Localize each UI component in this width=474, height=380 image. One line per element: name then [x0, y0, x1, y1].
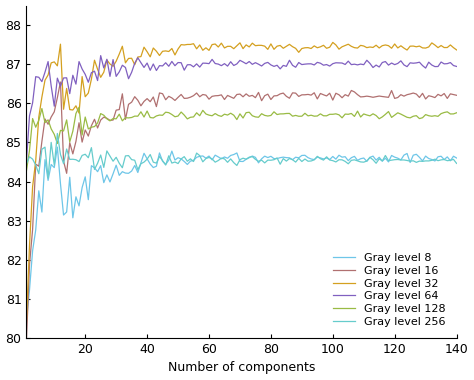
Gray level 128 [24, 169, 29, 173]
Gray level 16 [39, 139, 45, 144]
Gray level 256 [243, 157, 249, 162]
Gray level 256 [24, 162, 29, 166]
Gray level 8 [454, 156, 459, 160]
Gray level 32 [451, 45, 456, 50]
Gray level 256 [45, 176, 51, 180]
Line: Gray level 16: Gray level 16 [27, 82, 456, 341]
Gray level 32 [454, 48, 459, 52]
Gray level 16 [58, 80, 64, 84]
Gray level 128 [67, 139, 73, 144]
Gray level 128 [48, 127, 54, 131]
Gray level 64 [39, 79, 45, 84]
Gray level 32 [24, 320, 29, 325]
Gray level 8 [104, 173, 109, 177]
X-axis label: Number of components: Number of components [168, 361, 315, 374]
Legend: Gray level 8, Gray level 16, Gray level 32, Gray level 64, Gray level 128, Gray : Gray level 8, Gray level 16, Gray level … [327, 247, 451, 332]
Gray level 8 [39, 210, 45, 214]
Line: Gray level 32: Gray level 32 [27, 43, 456, 322]
Line: Gray level 8: Gray level 8 [27, 147, 456, 321]
Gray level 8 [24, 318, 29, 323]
Gray level 16 [24, 339, 29, 344]
Gray level 128 [454, 111, 459, 115]
Gray level 64 [48, 84, 54, 88]
Gray level 128 [39, 106, 45, 111]
Gray level 64 [98, 53, 103, 58]
Gray level 128 [76, 105, 82, 109]
Gray level 256 [209, 157, 215, 161]
Gray level 256 [55, 131, 60, 136]
Gray level 32 [67, 107, 73, 112]
Gray level 256 [107, 154, 113, 158]
Gray level 32 [101, 70, 107, 74]
Gray level 128 [240, 116, 246, 120]
Gray level 64 [24, 159, 29, 164]
Gray level 64 [240, 60, 246, 64]
Line: Gray level 64: Gray level 64 [27, 55, 456, 162]
Gray level 16 [104, 116, 109, 120]
Gray level 256 [454, 161, 459, 166]
Gray level 64 [67, 91, 73, 96]
Gray level 32 [48, 61, 54, 65]
Gray level 64 [104, 57, 109, 62]
Gray level 32 [330, 40, 336, 45]
Gray level 8 [48, 162, 54, 167]
Gray level 8 [55, 145, 60, 149]
Gray level 16 [454, 93, 459, 98]
Gray level 64 [454, 64, 459, 69]
Gray level 8 [240, 159, 246, 164]
Gray level 256 [73, 157, 79, 162]
Line: Gray level 256: Gray level 256 [27, 133, 456, 178]
Line: Gray level 128: Gray level 128 [27, 107, 456, 171]
Gray level 128 [451, 112, 456, 116]
Gray level 16 [240, 95, 246, 99]
Gray level 16 [451, 92, 456, 97]
Gray level 32 [39, 95, 45, 99]
Gray level 256 [51, 163, 57, 167]
Gray level 16 [70, 152, 76, 156]
Gray level 8 [70, 215, 76, 220]
Gray level 128 [104, 117, 109, 121]
Gray level 256 [39, 147, 45, 152]
Gray level 16 [48, 115, 54, 119]
Gray level 32 [237, 41, 243, 45]
Gray level 64 [451, 63, 456, 68]
Gray level 8 [451, 154, 456, 158]
